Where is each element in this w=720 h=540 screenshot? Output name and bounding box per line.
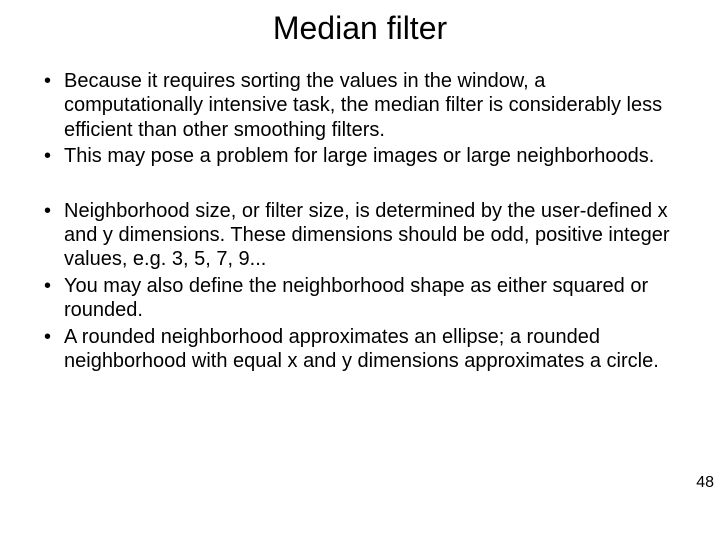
group-gap xyxy=(40,171,680,199)
bullet-item: This may pose a problem for large images… xyxy=(40,144,680,168)
bullet-item: A rounded neighborhood approximates an e… xyxy=(40,325,680,374)
bullet-item: Because it requires sorting the values i… xyxy=(40,69,680,142)
bullet-item: You may also define the neighborhood sha… xyxy=(40,274,680,323)
page-number: 48 xyxy=(696,474,714,492)
slide-body: Because it requires sorting the values i… xyxy=(0,69,720,373)
bullet-group-1: Because it requires sorting the values i… xyxy=(40,69,680,169)
bullet-item: Neighborhood size, or filter size, is de… xyxy=(40,199,680,272)
bullet-group-2: Neighborhood size, or filter size, is de… xyxy=(40,199,680,374)
slide-title: Median filter xyxy=(0,10,720,47)
slide: Median filter Because it requires sortin… xyxy=(0,0,720,540)
